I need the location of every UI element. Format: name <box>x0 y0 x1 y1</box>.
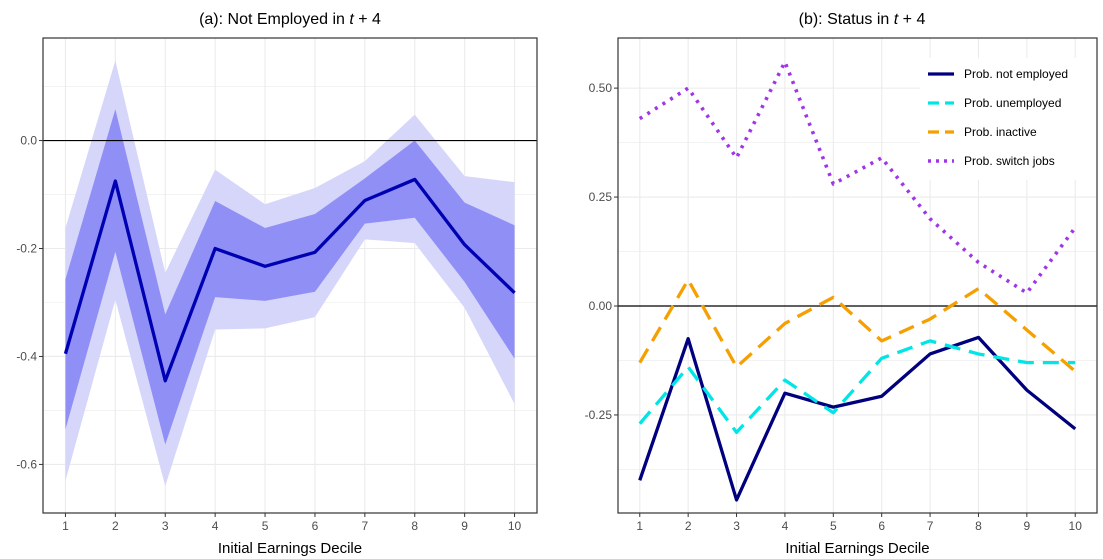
x-tick-label: 5 <box>830 519 837 533</box>
chart-b-title: (b): Status in t + 4 <box>799 11 926 28</box>
x-tick-label: 8 <box>975 519 982 533</box>
series-line-a-0 <box>63 177 516 383</box>
x-tick-label: 2 <box>112 519 119 533</box>
x-tick-label: 10 <box>1069 519 1083 533</box>
legend-label-prob-not-employed: Prob. not employed <box>964 67 1068 81</box>
x-tick-label: 9 <box>461 519 468 533</box>
x-tick-label: 10 <box>508 519 522 533</box>
y-tick-label: 0.50 <box>589 81 613 95</box>
legend-background <box>920 58 1096 180</box>
legend: Prob. not employed Prob. unemployed Prob. … <box>920 58 1096 180</box>
x-tick-label: 1 <box>636 519 643 533</box>
x-tick-label: 3 <box>733 519 740 533</box>
chart-b-status: (b): Status in t + 4 -0.25 0.00 0.25 0.50 1 2 3… <box>585 11 1098 557</box>
y-tick-label: -0.4 <box>16 349 37 363</box>
x-tick-label: 2 <box>685 519 692 533</box>
confidence-band-inner <box>65 109 515 445</box>
x-tick-label: 8 <box>411 519 418 533</box>
series-line-prob-unemployed <box>638 339 1076 435</box>
x-tick-label: 1 <box>62 519 69 533</box>
x-tick-label: 9 <box>1023 519 1030 533</box>
chart-a-border <box>42 37 538 514</box>
legend-label-prob-switch-jobs: Prob. switch jobs <box>964 154 1055 168</box>
chart-a-title: (a): Not Employed in t + 4 <box>199 11 381 28</box>
y-tick-label: -0.25 <box>585 408 613 422</box>
y-tick-label: 0.25 <box>589 190 613 204</box>
series-line-prob-not-employed <box>638 335 1077 502</box>
y-tick-label: -0.2 <box>16 242 37 256</box>
x-tick-label: 4 <box>212 519 219 533</box>
x-tick-label: 3 <box>162 519 169 533</box>
chart-a-not-employed: (a): Not Employed in t + 4 -0.6 -0.4 -0.2 0.… <box>16 11 538 557</box>
x-tick-label: 7 <box>362 519 369 533</box>
chart-b-x-axis-label: Initial Earnings Decile <box>785 540 929 557</box>
legend-label-prob-unemployed: Prob. unemployed <box>964 96 1061 110</box>
x-tick-label: 6 <box>878 519 885 533</box>
series-line-prob-switch-jobs <box>638 60 1077 295</box>
y-tick-label: 0.00 <box>589 299 613 313</box>
y-tick-label: 0.0 <box>20 134 37 148</box>
x-tick-label: 6 <box>312 519 319 533</box>
chart-b-border <box>617 37 1098 514</box>
x-tick-label: 4 <box>782 519 789 533</box>
legend-label-prob-inactive: Prob. inactive <box>964 125 1037 139</box>
y-tick-label: -0.6 <box>16 457 37 471</box>
x-tick-label: 5 <box>262 519 269 533</box>
chart-a-x-axis-label: Initial Earnings Decile <box>218 540 362 557</box>
x-tick-label: 7 <box>927 519 934 533</box>
